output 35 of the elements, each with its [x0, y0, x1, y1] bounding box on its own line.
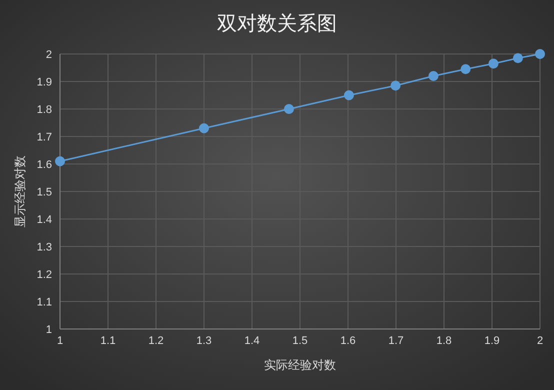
point	[284, 104, 294, 114]
y-tick-label: 1.3	[36, 242, 52, 254]
point	[344, 90, 354, 100]
point	[428, 71, 438, 81]
x-tick-label: 1.8	[436, 335, 452, 347]
x-tick-label: 1.3	[196, 335, 212, 347]
y-tick-label: 1.7	[36, 132, 52, 144]
x-tick-label: 1.1	[100, 335, 116, 347]
x-tick-label: 1.5	[292, 335, 308, 347]
x-tick-label: 1.2	[148, 335, 164, 347]
point	[390, 80, 401, 91]
point	[199, 123, 209, 134]
x-tick-label: 1.7	[388, 335, 404, 347]
y-tick-label: 1	[46, 324, 52, 336]
y-tick-label: 1.5	[36, 186, 52, 198]
x-tick-label: 1	[56, 335, 64, 347]
chart-title: 双对数关系图	[217, 11, 337, 35]
y-tick-label: 2	[46, 49, 52, 61]
point	[512, 53, 523, 64]
point	[460, 64, 471, 74]
x-tick-label: 1.4	[244, 335, 260, 347]
x-tick-label: 2	[536, 335, 544, 347]
point	[535, 49, 545, 59]
x-tick-label: 1.6	[340, 335, 356, 347]
y-tick-label: 1.4	[36, 214, 52, 226]
x-tick-label: 1.9	[484, 335, 500, 347]
y-tick-label: 1.1	[36, 296, 52, 308]
y-axis-title: 显示经验对数	[13, 156, 27, 228]
y-tick-label: 1.2	[36, 269, 52, 281]
point	[488, 58, 498, 69]
y-tick-label: 1.6	[36, 159, 52, 171]
x-axis-title: 实际经验对数	[264, 358, 336, 372]
y-tick-label: 1.8	[36, 104, 52, 116]
y-tick-label: 1.9	[36, 76, 52, 88]
point	[55, 156, 65, 166]
